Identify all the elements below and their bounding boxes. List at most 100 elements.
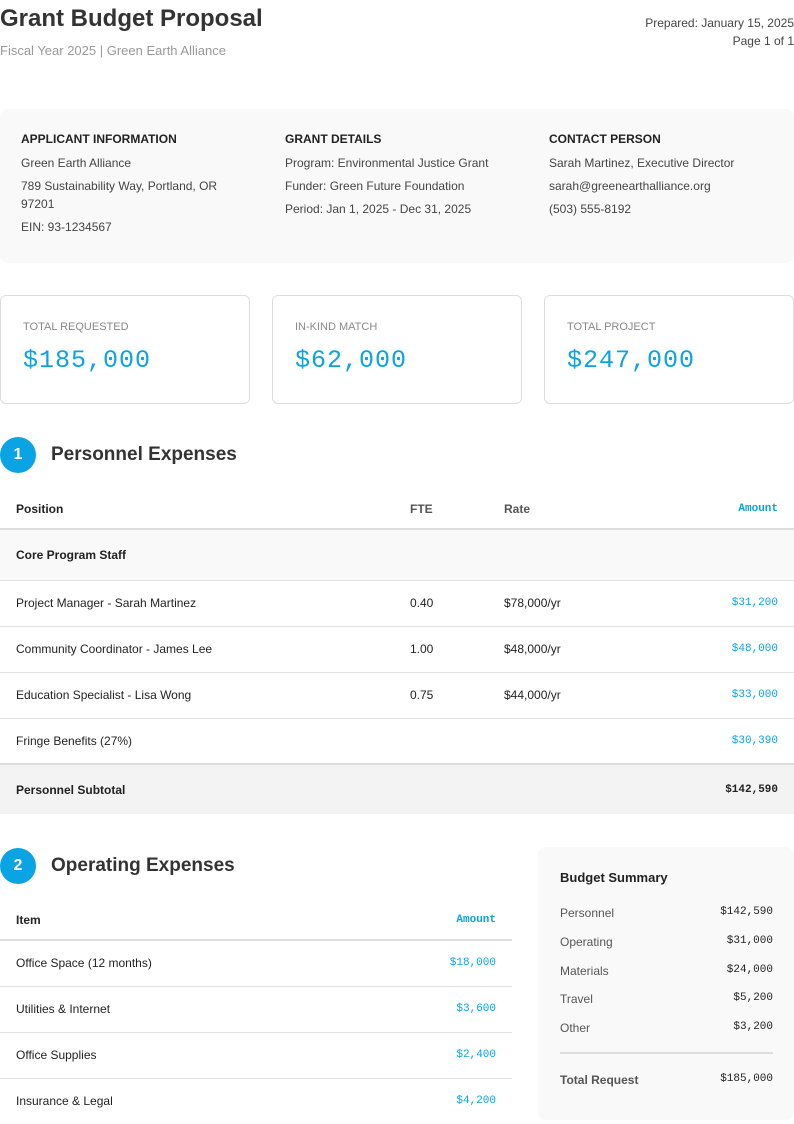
amount: $33,000 (638, 672, 794, 719)
card-value: $247,000 (567, 346, 696, 375)
document-header: Grant Budget Proposal Fiscal Year 2025 |… (0, 0, 794, 70)
rate: $44,000/yr (488, 672, 638, 719)
fte (394, 718, 488, 765)
position: Fringe Benefits (27%) (0, 718, 394, 765)
amount: $4,200 (456, 1095, 496, 1108)
table-row: Office Supplies $2,400 (0, 1032, 512, 1079)
item: Insurance & Legal (16, 1094, 113, 1109)
card-label: TOTAL PROJECT (567, 321, 656, 333)
summary-divider (560, 1052, 773, 1054)
item: Utilities & Internet (0, 986, 350, 1033)
table-header-row: Position FTE Rate Amount (0, 489, 794, 530)
position: Community Coordinator - James Lee (0, 626, 394, 673)
applicant-heading: APPLICANT INFORMATION (21, 132, 177, 146)
col-amount: Amount (638, 489, 794, 530)
table-header-row: Item Amount (0, 900, 512, 941)
budget-summary-panel: Budget Summary (538, 847, 794, 1120)
col-item: Item (0, 900, 350, 941)
table-row: Insurance & Legal $4,200 (0, 1078, 512, 1124)
grant-period: Period: Jan 1, 2025 - Dec 31, 2025 (285, 202, 472, 216)
subtotal-label: Personnel Subtotal (0, 763, 638, 814)
personnel-table: Position FTE Rate Amount Core Program St… (0, 489, 794, 814)
summary-total-label: Total Request (560, 1073, 639, 1087)
summary-row-materials: Materials $24,000 (560, 964, 773, 980)
summary-row-travel: Travel $5,200 (560, 992, 773, 1008)
summary-label: Operating (560, 935, 613, 949)
contact-heading: CONTACT PERSON (549, 132, 661, 146)
subtotal-amount: $142,590 (638, 763, 794, 814)
grant-program: Program: Environmental Justice Grant (285, 156, 489, 170)
col-amount: Amount (349, 900, 512, 941)
group-row: Core Program Staff (0, 529, 794, 581)
contact-person: CONTACT PERSON Sarah Martinez, Executive… (549, 132, 789, 223)
amount: $30,390 (638, 718, 794, 765)
summary-value: $3,200 (733, 1021, 773, 1033)
applicant-name: Green Earth Alliance (21, 156, 132, 170)
amount: $3,600 (349, 986, 512, 1033)
document-meta: Prepared: January 15, 2025 Page 1 of 1 (645, 14, 794, 50)
summary-label: Materials (560, 964, 609, 978)
contact-phone: (503) 555-8192 (549, 202, 632, 216)
contact-name: Sarah Martinez, Executive Director (549, 156, 735, 170)
summary-value: $31,000 (726, 935, 773, 947)
col-fte: FTE (394, 489, 488, 530)
rate: $78,000/yr (488, 580, 638, 627)
table-row: Office Space (12 months) $18,000 (0, 940, 512, 987)
summary-row-other: Other $3,200 (560, 1021, 773, 1037)
summary-label: Travel (560, 992, 593, 1006)
grant-funder: Funder: Green Future Foundation (285, 179, 465, 193)
summary-value: $142,590 (720, 906, 773, 918)
applicant-address: 789 Sustainability Way, Portland, OR 972… (21, 179, 218, 211)
section-number-badge: 2 (0, 848, 36, 884)
contact-email[interactable]: sarah@greenearthalliance.org (549, 179, 711, 193)
summary-title: Budget Summary (560, 870, 668, 885)
summary-value: $5,200 (733, 992, 773, 1004)
prepared-date: Prepared: January 15, 2025 (645, 16, 794, 30)
col-position: Position (0, 489, 394, 530)
page-number: Page 1 of 1 (732, 34, 794, 48)
summary-row-personnel: Personnel $142,590 (560, 906, 773, 922)
card-label: TOTAL REQUESTED (23, 321, 129, 333)
card-value: $62,000 (295, 346, 408, 375)
amount: $31,200 (638, 580, 794, 627)
position: Project Manager - Sarah Martinez (0, 580, 394, 627)
grant-heading: GRANT DETAILS (285, 132, 382, 146)
operating-table: Item Amount Office Space (12 months) $18,… (0, 900, 512, 1124)
total-requested-card: TOTAL REQUESTED $185,000 (0, 295, 250, 404)
applicant-ein: EIN: 93-1234567 (21, 220, 112, 234)
summary-label: Personnel (560, 906, 615, 920)
summary-total-row: Total Request $185,000 (560, 1073, 773, 1089)
rate: $48,000/yr (488, 626, 638, 673)
item: Office Space (12 months) (0, 940, 350, 987)
summary-row-operating: Operating $31,000 (560, 935, 773, 951)
col-rate: Rate (488, 489, 638, 530)
card-value: $185,000 (23, 346, 152, 375)
summary-label: Other (560, 1021, 591, 1035)
page-subtitle: Fiscal Year 2025 | Green Earth Alliance (0, 43, 226, 58)
fte: 0.75 (394, 672, 488, 719)
table-row: Education Specialist - Lisa Wong 0.75 $44,… (0, 672, 794, 719)
item: Office Supplies (0, 1032, 350, 1079)
info-panel: APPLICANT INFORMATION Green Earth Allian… (0, 109, 794, 263)
rate (488, 718, 638, 765)
table-row: Utilities & Internet $3,600 (0, 986, 512, 1033)
grant-details: GRANT DETAILS Program: Environmental Jus… (285, 132, 525, 223)
subtotal-row: Personnel Subtotal $142,590 (0, 763, 794, 814)
section-title: Personnel Expenses (51, 444, 237, 465)
amount: $48,000 (638, 626, 794, 673)
group-label: Core Program Staff (0, 529, 794, 581)
summary-value: $24,000 (726, 964, 773, 976)
summary-total-value: $185,000 (720, 1073, 773, 1085)
page-title: Grant Budget Proposal (0, 5, 263, 32)
position: Education Specialist - Lisa Wong (0, 672, 394, 719)
table-row: Fringe Benefits (27%) $30,390 (0, 718, 794, 765)
card-label: IN-KIND MATCH (295, 321, 378, 333)
applicant-info: APPLICANT INFORMATION Green Earth Allian… (21, 132, 261, 241)
fte: 0.40 (394, 580, 488, 627)
table-row: Community Coordinator - James Lee 1.00 $48… (0, 626, 794, 673)
section-title: Operating Expenses (51, 855, 235, 876)
in-kind-match-card: IN-KIND MATCH $62,000 (272, 295, 522, 404)
amount: $18,000 (349, 940, 512, 987)
fte: 1.00 (394, 626, 488, 673)
section-number-badge: 1 (0, 437, 36, 473)
